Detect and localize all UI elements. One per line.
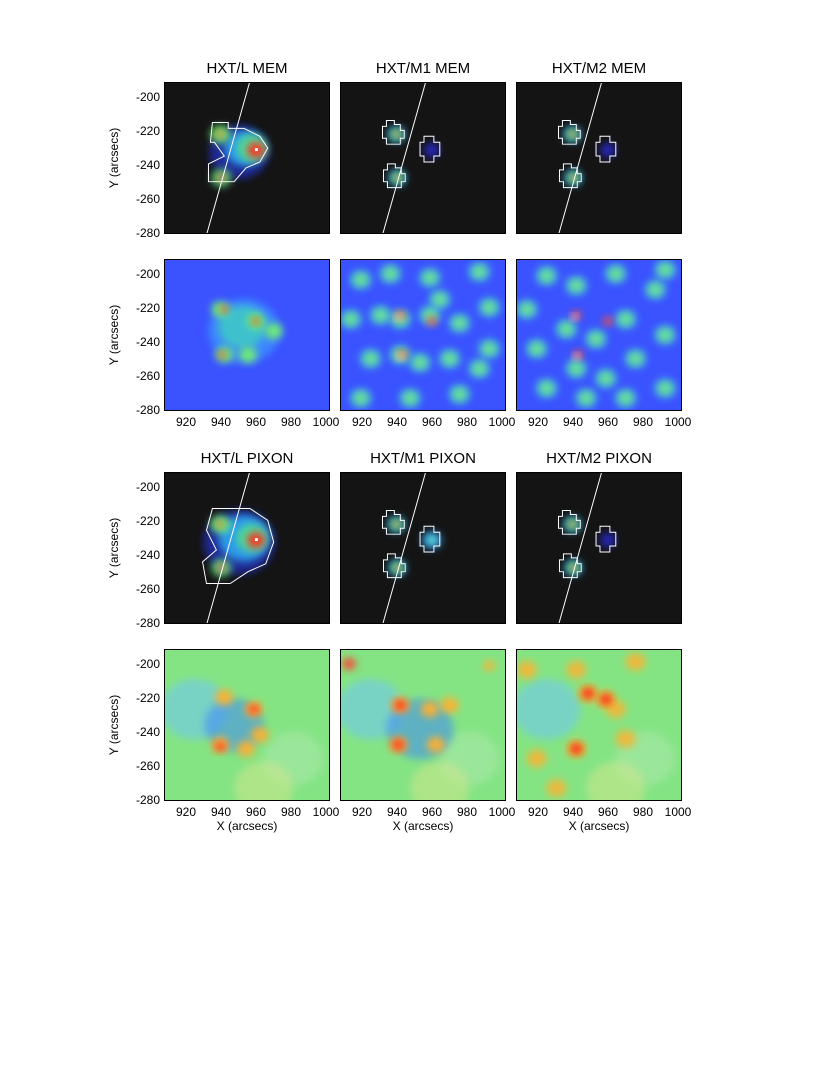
y-tick-label: -240 — [135, 158, 160, 172]
y-tick-label: -200 — [135, 657, 160, 671]
y-tick-label: -220 — [135, 301, 160, 315]
intensity-map — [341, 473, 505, 623]
x-tick-label: 960 — [245, 805, 267, 819]
x-tick-label: 1000 — [664, 415, 692, 429]
y-tick-label: -260 — [135, 369, 160, 383]
x-axis-label: X (arcsecs) — [216, 819, 278, 833]
y-tick-label: -200 — [135, 90, 160, 104]
y-tick-label: -220 — [135, 691, 160, 705]
y-tick-label: -200 — [135, 480, 160, 494]
intensity-map — [165, 650, 329, 800]
x-tick-label: 940 — [386, 805, 408, 819]
x-tick-label: 980 — [456, 415, 478, 429]
image-panel — [164, 649, 330, 801]
y-axis-label: Y (arcsecs) — [107, 304, 121, 366]
x-tick-label: 940 — [562, 415, 584, 429]
y-tick-label: -280 — [135, 793, 160, 807]
y-tick-label: -240 — [135, 725, 160, 739]
panel-title: HXT/M1 PIXON — [370, 450, 476, 467]
x-tick-label: 920 — [351, 805, 373, 819]
x-tick-label: 1000 — [312, 805, 340, 819]
x-tick-label: 1000 — [312, 415, 340, 429]
x-tick-label: 980 — [632, 805, 654, 819]
image-panel — [516, 649, 682, 801]
x-tick-label: 960 — [597, 415, 619, 429]
y-tick-label: -240 — [135, 335, 160, 349]
x-tick-label: 960 — [421, 415, 443, 429]
image-panel — [164, 259, 330, 411]
image-panel — [340, 649, 506, 801]
x-tick-label: 920 — [527, 805, 549, 819]
intensity-map — [517, 650, 681, 800]
intensity-map — [341, 260, 505, 410]
y-axis-label: Y (arcsecs) — [107, 517, 121, 579]
x-tick-label: 1000 — [488, 415, 516, 429]
image-panel — [340, 82, 506, 234]
y-tick-label: -220 — [135, 124, 160, 138]
intensity-map — [517, 260, 681, 410]
x-tick-label: 960 — [421, 805, 443, 819]
intensity-map — [517, 83, 681, 233]
intensity-map — [517, 473, 681, 623]
y-tick-label: -260 — [135, 759, 160, 773]
intensity-map — [341, 650, 505, 800]
image-panel — [340, 259, 506, 411]
y-tick-label: -260 — [135, 582, 160, 596]
x-tick-label: 1000 — [488, 805, 516, 819]
panel-title: HXT/M2 MEM — [551, 60, 647, 77]
y-tick-label: -200 — [135, 267, 160, 281]
image-panel — [340, 472, 506, 624]
image-panel — [516, 472, 682, 624]
x-tick-label: 960 — [597, 805, 619, 819]
x-tick-label: 940 — [210, 415, 232, 429]
image-panel — [516, 259, 682, 411]
y-tick-label: -280 — [135, 616, 160, 630]
x-tick-label: 940 — [562, 805, 584, 819]
intensity-map — [341, 83, 505, 233]
y-axis-label: Y (arcsecs) — [107, 127, 121, 189]
x-tick-label: 940 — [386, 415, 408, 429]
intensity-map — [165, 473, 329, 623]
x-tick-label: 980 — [280, 805, 302, 819]
panel-title: HXT/M1 MEM — [375, 60, 471, 77]
y-tick-label: -220 — [135, 514, 160, 528]
panel-title: HXT/L PIXON — [200, 450, 294, 467]
x-tick-label: 980 — [632, 415, 654, 429]
panel-title: HXT/M2 PIXON — [546, 450, 652, 467]
x-axis-label: X (arcsecs) — [392, 819, 454, 833]
x-axis-label: X (arcsecs) — [568, 819, 630, 833]
x-tick-label: 920 — [527, 415, 549, 429]
y-tick-label: -280 — [135, 403, 160, 417]
y-tick-label: -240 — [135, 548, 160, 562]
intensity-map — [165, 260, 329, 410]
panel-title: HXT/L MEM — [206, 60, 288, 77]
y-tick-label: -260 — [135, 192, 160, 206]
y-tick-label: -280 — [135, 226, 160, 240]
x-tick-label: 920 — [175, 805, 197, 819]
image-panel — [516, 82, 682, 234]
intensity-map — [165, 83, 329, 233]
image-panel — [164, 82, 330, 234]
x-tick-label: 980 — [280, 415, 302, 429]
x-tick-label: 920 — [351, 415, 373, 429]
x-tick-label: 920 — [175, 415, 197, 429]
x-tick-label: 960 — [245, 415, 267, 429]
x-tick-label: 1000 — [664, 805, 692, 819]
x-tick-label: 980 — [456, 805, 478, 819]
x-tick-label: 940 — [210, 805, 232, 819]
image-panel — [164, 472, 330, 624]
y-axis-label: Y (arcsecs) — [107, 694, 121, 756]
